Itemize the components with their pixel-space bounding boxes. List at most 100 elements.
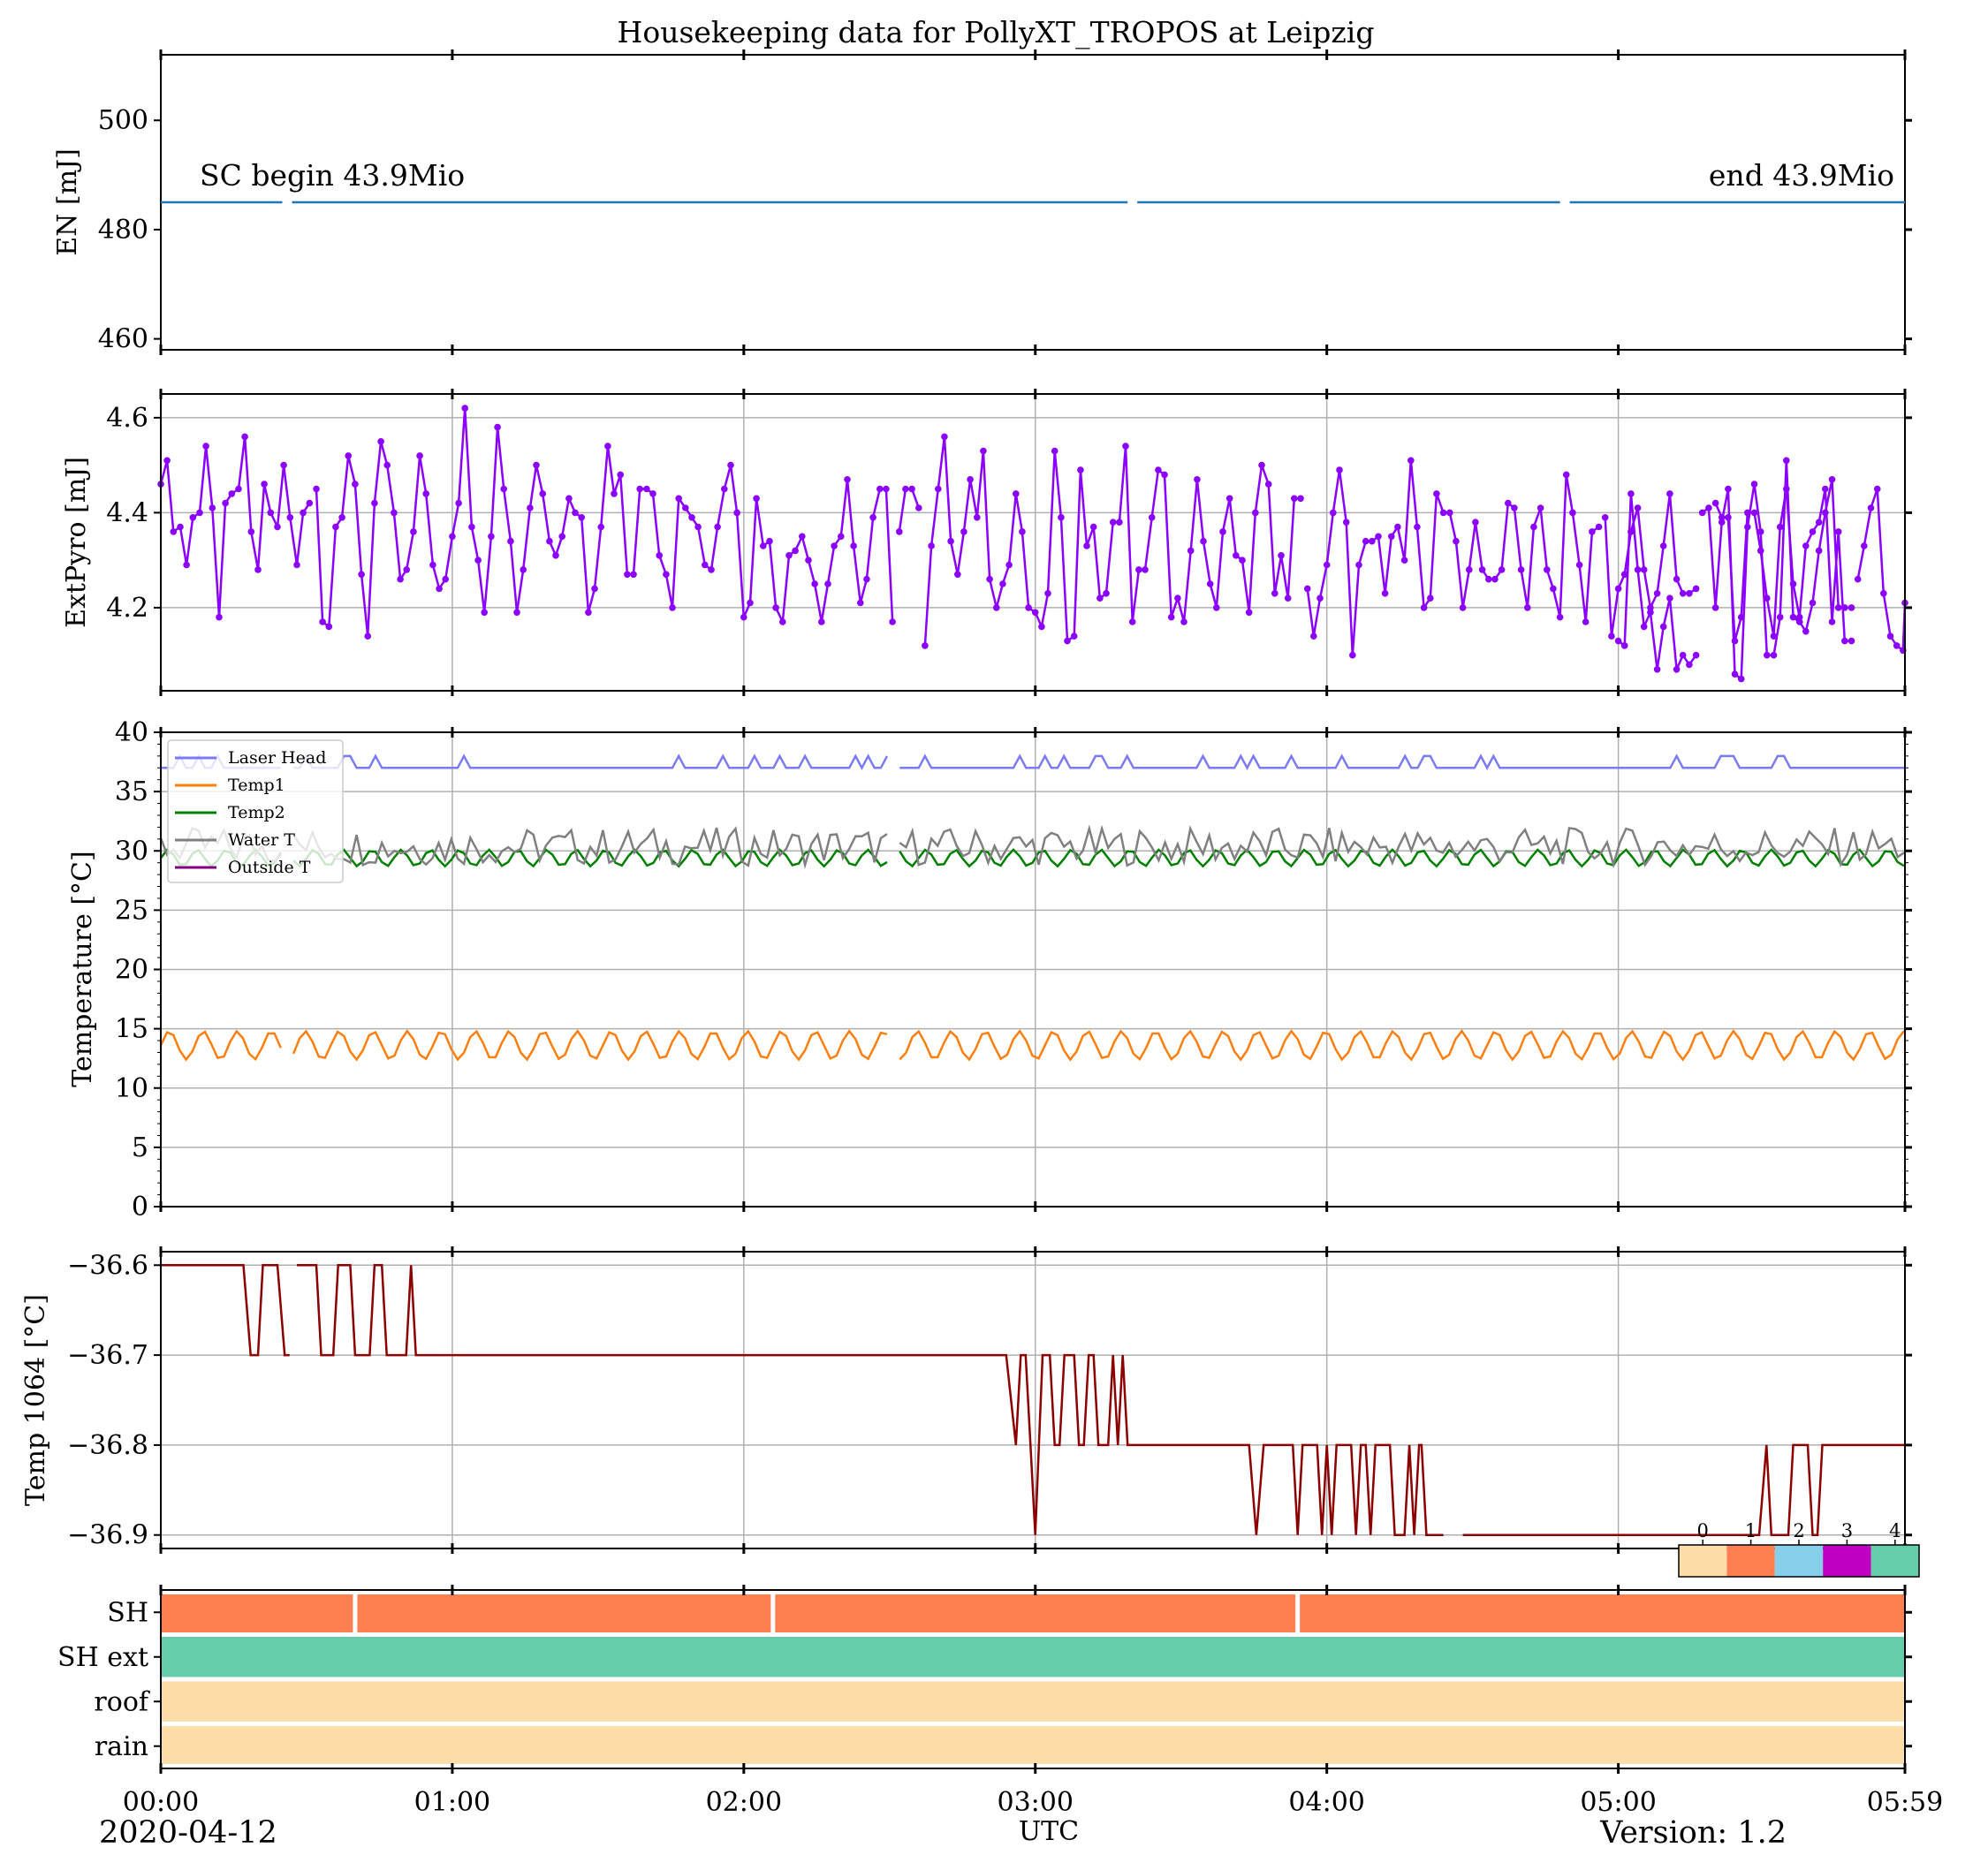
data-point — [300, 509, 307, 517]
data-point — [863, 575, 870, 583]
data-point — [1537, 504, 1544, 511]
data-point — [675, 495, 682, 503]
data-point — [319, 618, 326, 625]
data-point — [1783, 457, 1790, 465]
x-tick-label: 01:00 — [414, 1787, 490, 1818]
legend-label: Temp1 — [228, 776, 285, 795]
panel-temp1064-frame — [160, 1251, 1906, 1549]
colorbar-tick-label: 4 — [1889, 1520, 1901, 1541]
data-point — [345, 452, 353, 459]
data-point — [1453, 537, 1460, 545]
panel-extpyro-yticks: 4.2 4.4 4.6 — [106, 403, 1912, 624]
data-point — [1466, 566, 1473, 573]
data-point — [1044, 590, 1051, 597]
data-point — [358, 571, 365, 579]
data-point — [694, 523, 702, 531]
data-point — [1834, 528, 1842, 535]
data-point — [869, 514, 876, 521]
data-point — [1459, 604, 1467, 611]
data-point — [702, 561, 709, 569]
panel-temperature: 0 5 10 15 20 25 30 35 40 Temperature [°C] Laser … — [67, 717, 1912, 1223]
series-line — [315, 408, 894, 637]
data-point — [383, 461, 391, 469]
y-tick-label: 15 — [115, 1014, 148, 1045]
data-point — [1653, 666, 1661, 673]
data-point — [461, 405, 468, 412]
data-point — [1686, 661, 1693, 669]
data-point — [1841, 637, 1848, 645]
data-point — [1653, 590, 1661, 597]
data-point — [254, 566, 262, 573]
data-point — [1180, 618, 1187, 625]
data-point — [1200, 537, 1207, 545]
data-point — [838, 533, 845, 541]
data-point — [436, 585, 443, 593]
series-line-water-t — [292, 826, 888, 870]
data-point — [1620, 571, 1628, 579]
panel-en: 460 480 500 EN [mJ] SC begin 43.9Mio end 4… — [52, 49, 1912, 355]
data-point — [1620, 642, 1628, 649]
data-point — [494, 423, 501, 431]
y-tick-label: −36.9 — [67, 1520, 148, 1551]
series-line — [161, 1264, 290, 1357]
data-point — [422, 490, 430, 497]
data-point — [1802, 542, 1810, 549]
data-point — [811, 580, 818, 587]
data-point — [1194, 476, 1201, 483]
data-point — [338, 514, 345, 521]
data-point — [391, 509, 398, 517]
data-point — [611, 490, 618, 497]
data-point — [364, 632, 372, 640]
data-point — [1142, 566, 1149, 573]
legend-label: Outside T — [228, 858, 311, 877]
data-point — [727, 461, 734, 469]
data-point — [235, 485, 242, 493]
data-point — [1433, 490, 1440, 497]
status-row-label: roof — [94, 1686, 149, 1717]
data-point — [799, 533, 806, 541]
data-point — [1809, 599, 1817, 607]
data-point — [1718, 519, 1726, 526]
data-point — [1770, 651, 1778, 659]
data-point — [1550, 585, 1557, 593]
data-point — [513, 609, 520, 617]
data-point — [1575, 561, 1583, 569]
data-point — [1103, 590, 1110, 597]
data-point — [883, 485, 890, 493]
data-point — [1258, 461, 1265, 469]
data-point — [941, 433, 948, 441]
data-point — [1316, 594, 1324, 602]
data-point — [1219, 528, 1226, 535]
series-line — [1701, 460, 1852, 682]
data-point — [643, 485, 650, 493]
data-point — [714, 523, 721, 531]
data-point — [1446, 509, 1453, 517]
status-row-sh — [161, 1590, 1905, 1635]
data-point — [1886, 632, 1894, 640]
data-point — [1873, 485, 1881, 493]
data-point — [947, 537, 954, 545]
series-line-laser-head — [899, 753, 1904, 770]
data-point — [960, 528, 967, 535]
data-point — [228, 490, 236, 497]
y-tick-label: −36.6 — [67, 1250, 148, 1281]
data-point — [1893, 642, 1901, 649]
data-point — [1679, 590, 1687, 597]
data-point — [1336, 466, 1343, 473]
panel-en-xticks — [159, 49, 1907, 355]
data-point — [1096, 594, 1104, 602]
x-tick-label: 05:59 — [1867, 1787, 1943, 1818]
data-point — [1213, 604, 1220, 611]
data-point — [1013, 490, 1020, 497]
colorbar-tick-label: 3 — [1841, 1520, 1853, 1541]
data-point — [293, 561, 300, 569]
data-point — [306, 499, 314, 507]
data-point — [1524, 604, 1531, 611]
colorbar-tick-label: 1 — [1745, 1520, 1757, 1541]
data-point — [1122, 443, 1129, 450]
legend-box — [167, 739, 344, 883]
data-point — [352, 481, 359, 488]
data-point — [1498, 566, 1506, 573]
y-tick-label: 0 — [132, 1192, 148, 1223]
data-point — [410, 528, 417, 535]
